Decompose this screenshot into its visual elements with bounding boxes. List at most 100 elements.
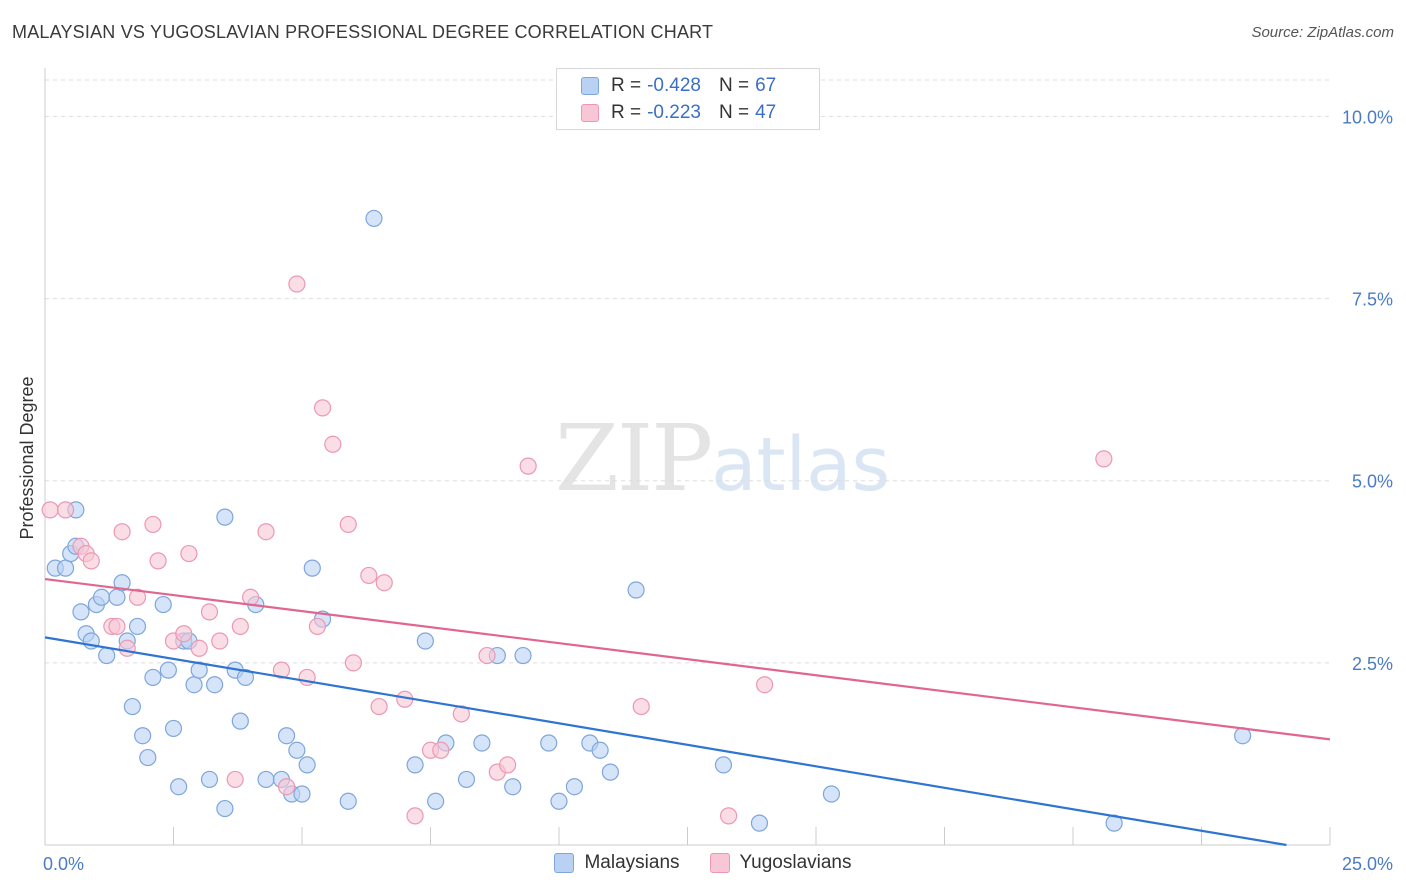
y-tick-label: 5.0% (1352, 472, 1393, 492)
legend-n-value: 47 (755, 102, 777, 123)
yugoslavian-point (313, 399, 332, 417)
legend-r-label: R = (611, 102, 642, 123)
yugoslavian-point (231, 617, 249, 636)
yugoslavian-point (632, 697, 650, 716)
malaysian-point (206, 676, 224, 694)
malaysian-point (139, 748, 157, 767)
malaysian-point (427, 792, 445, 810)
malaysian-point (416, 632, 434, 650)
legend-swatch-blue (581, 77, 599, 95)
yugoslavian-point (272, 661, 291, 679)
malaysian-point (714, 756, 733, 774)
yugoslavian-point (113, 523, 131, 541)
watermark-atlas: atlas (711, 422, 890, 508)
malaysian-point (113, 574, 131, 592)
malaysian-point (627, 581, 645, 599)
malaysian-point (216, 799, 234, 818)
yugoslavian-point (149, 552, 167, 570)
malaysian-point (123, 697, 141, 716)
malaysian-point (92, 588, 111, 606)
malaysian-point (134, 727, 152, 745)
legend-swatch-blue (554, 853, 575, 873)
malaysian-point (540, 734, 558, 752)
malaysian-point (293, 785, 311, 803)
yugoslavian-point (344, 654, 362, 672)
malaysian-point (216, 508, 234, 526)
legend-n-label: N = (718, 75, 750, 96)
chart-source: Source: ZipAtlas.com (1251, 24, 1394, 41)
legend-item-yugoslavians: Yugoslavians (709, 852, 852, 874)
malaysian-point (288, 741, 306, 759)
axis-labels: 2.5% 5.0% 7.5% 10.0% 0.0% 25.0% Professional D… (17, 107, 1393, 874)
malaysian-point (750, 814, 769, 832)
malaysian-point (56, 559, 75, 577)
yugoslavian-point (478, 646, 496, 665)
yugoslavian-point (288, 275, 306, 293)
malaysian-point (822, 785, 841, 803)
malaysians-trend-line (44, 636, 1287, 847)
malaysian-point (473, 734, 491, 752)
yugoslavian-point (180, 544, 198, 563)
yugoslavian-point (375, 574, 393, 592)
yugoslavian-point (56, 501, 75, 519)
malaysian-point (98, 646, 116, 665)
yugoslavian-point (118, 639, 136, 657)
yugoslavian-point (499, 756, 517, 774)
yugoslavian-point (339, 515, 357, 534)
yugoslavian-point (308, 617, 327, 636)
legend-label-yugoslavians: Yugoslavians (739, 852, 852, 873)
yugoslavian-point (755, 676, 774, 694)
grid-lines (45, 79, 1330, 664)
x-tick-label: 25.0% (1342, 854, 1393, 874)
malaysian-point (108, 588, 126, 606)
yugoslavian-point (128, 588, 147, 606)
yugoslavian-point (175, 625, 193, 643)
malaysian-point (298, 756, 316, 774)
legend-item-malaysians: Malaysians (554, 852, 680, 874)
chart-title: MALAYSIAN VS YUGOSLAVIAN PROFESSIONAL DE… (12, 22, 714, 42)
malaysian-point (164, 719, 183, 738)
watermark-zip: ZIP (555, 405, 713, 512)
malaysian-point (457, 770, 476, 789)
yugoslavian-point (432, 741, 450, 759)
legend-label-malaysians: Malaysians (584, 852, 680, 873)
malaysian-point (601, 763, 620, 781)
malaysian-point (128, 617, 147, 636)
malaysian-point (591, 741, 609, 759)
yugoslavian-point (41, 501, 59, 519)
y-tick-label: 7.5% (1352, 290, 1393, 310)
y-axis-label: Professional Degree (17, 376, 37, 539)
yugoslavian-point (82, 552, 100, 570)
legend-swatch-pink (709, 853, 730, 873)
y-tick-label: 2.5% (1352, 654, 1393, 674)
malaysian-point (170, 778, 188, 796)
yugoslavian-point (144, 515, 162, 534)
malaysian-point (550, 792, 568, 810)
legend-swatch-pink (581, 104, 599, 122)
y-tick-label: 10.0% (1342, 107, 1393, 127)
malaysian-point (504, 778, 522, 796)
malaysian-point (257, 770, 275, 789)
malaysian-point (565, 778, 584, 796)
malaysian-point (339, 792, 357, 810)
malaysian-point (231, 712, 249, 730)
malaysian-point (72, 603, 90, 621)
x-tick-label: 0.0% (43, 854, 84, 874)
yugoslavians-trend-line (44, 577, 1331, 741)
yugoslavian-point (370, 697, 388, 716)
malaysian-point (303, 559, 321, 577)
yugoslavian-point (324, 435, 342, 453)
yugoslavian-point (720, 807, 738, 825)
yugoslavian-point (277, 778, 296, 796)
yugoslavian-point (108, 617, 126, 636)
yugoslavian-point (519, 457, 537, 475)
malaysian-point (144, 668, 162, 687)
correlation-legend: R = -0.428 N = 67 R = -0.223 N = 47 (556, 68, 820, 130)
malaysian-point (406, 756, 424, 774)
yugoslavian-point (211, 632, 229, 650)
malaysian-point (185, 676, 203, 694)
yugoslavian-point (242, 588, 260, 606)
legend-row-yugoslavians: R = -0.223 N = 47 (581, 100, 776, 126)
malaysian-point (514, 646, 532, 665)
